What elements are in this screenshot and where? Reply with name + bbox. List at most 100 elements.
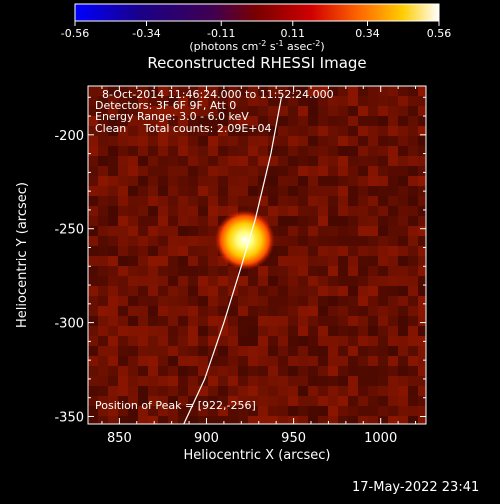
image-cell — [328, 286, 338, 296]
image-cell — [188, 226, 198, 236]
image-cell — [168, 366, 178, 376]
image-cell — [258, 206, 268, 216]
image-cell — [418, 176, 426, 186]
image-cell — [228, 136, 238, 146]
image-cell — [408, 166, 418, 176]
image-cell — [118, 406, 128, 416]
image-cell — [288, 266, 298, 276]
image-cell — [118, 266, 128, 276]
image-cell — [188, 396, 198, 406]
image-cell — [178, 186, 188, 196]
image-cell — [308, 386, 318, 396]
image-cell — [358, 406, 368, 416]
image-cell — [158, 286, 168, 296]
image-cell — [358, 86, 368, 96]
image-cell — [218, 416, 228, 424]
image-cell — [298, 316, 308, 326]
image-cell — [368, 146, 378, 156]
image-cell — [308, 206, 318, 216]
image-cell — [158, 186, 168, 196]
image-cell — [418, 356, 426, 366]
image-cell — [178, 396, 188, 406]
image-cell — [118, 316, 128, 326]
image-cell — [278, 116, 288, 126]
image-cell — [348, 306, 358, 316]
image-cell — [288, 226, 298, 236]
image-cell — [338, 416, 348, 424]
image-cell — [388, 196, 398, 206]
image-cell — [378, 96, 388, 106]
image-cell — [218, 366, 228, 376]
image-cell — [248, 276, 258, 286]
image-cell — [408, 156, 418, 166]
image-cell — [148, 206, 158, 216]
image-cell — [158, 226, 168, 236]
image-cell — [118, 176, 128, 186]
image-cell — [248, 346, 258, 356]
image-cell — [378, 416, 388, 424]
image-cell — [348, 86, 358, 96]
image-cell — [248, 366, 258, 376]
image-cell — [368, 136, 378, 146]
image-cell — [108, 216, 118, 226]
image-cell — [118, 376, 128, 386]
image-cell — [268, 196, 278, 206]
image-cell — [168, 206, 178, 216]
image-cell — [408, 176, 418, 186]
image-cell — [358, 376, 368, 386]
colorbar-tick-label: 0.34 — [355, 27, 380, 40]
colorbar-tick-label: 0.56 — [427, 27, 452, 40]
image-cell — [418, 86, 426, 96]
image-cell — [98, 116, 108, 126]
image-cell — [138, 336, 148, 346]
image-cell — [158, 116, 168, 126]
image-cell — [338, 286, 348, 296]
image-cell — [168, 106, 178, 116]
image-cell — [348, 286, 358, 296]
image-cell — [378, 386, 388, 396]
image-cell — [268, 386, 278, 396]
image-cell — [268, 366, 278, 376]
image-cell — [388, 316, 398, 326]
image-cell — [318, 266, 328, 276]
image-cell — [178, 196, 188, 206]
image-cell — [328, 146, 338, 156]
image-cell — [148, 306, 158, 316]
image-cell — [338, 126, 348, 136]
image-cell — [178, 126, 188, 136]
image-cell — [298, 406, 308, 416]
image-cell — [348, 396, 358, 406]
image-cell — [188, 256, 198, 266]
image-cell — [198, 216, 208, 226]
image-cell — [208, 406, 218, 416]
image-cell — [258, 356, 268, 366]
image-cell — [338, 266, 348, 276]
image-cell — [108, 136, 118, 146]
image-cell — [118, 186, 128, 196]
image-cell — [338, 246, 348, 256]
image-cell — [398, 116, 408, 126]
image-cell — [248, 96, 258, 106]
image-cell — [258, 376, 268, 386]
image-cell — [348, 256, 358, 266]
image-cell — [188, 366, 198, 376]
image-cell — [98, 236, 108, 246]
image-cell — [218, 86, 228, 96]
image-cell — [108, 196, 118, 206]
image-cell — [398, 96, 408, 106]
image-cell — [318, 296, 328, 306]
image-cell — [268, 286, 278, 296]
colorbar-tick-label: -0.11 — [207, 27, 235, 40]
image-cell — [328, 236, 338, 246]
image-cell — [208, 186, 218, 196]
image-cell — [288, 376, 298, 386]
image-cell — [228, 186, 238, 196]
image-cell — [408, 236, 418, 246]
image-cell — [338, 236, 348, 246]
image-cell — [418, 366, 426, 376]
image-cell — [118, 156, 128, 166]
image-cell — [248, 106, 258, 116]
image-cell — [188, 236, 198, 246]
image-cell — [398, 216, 408, 226]
image-cell — [158, 246, 168, 256]
